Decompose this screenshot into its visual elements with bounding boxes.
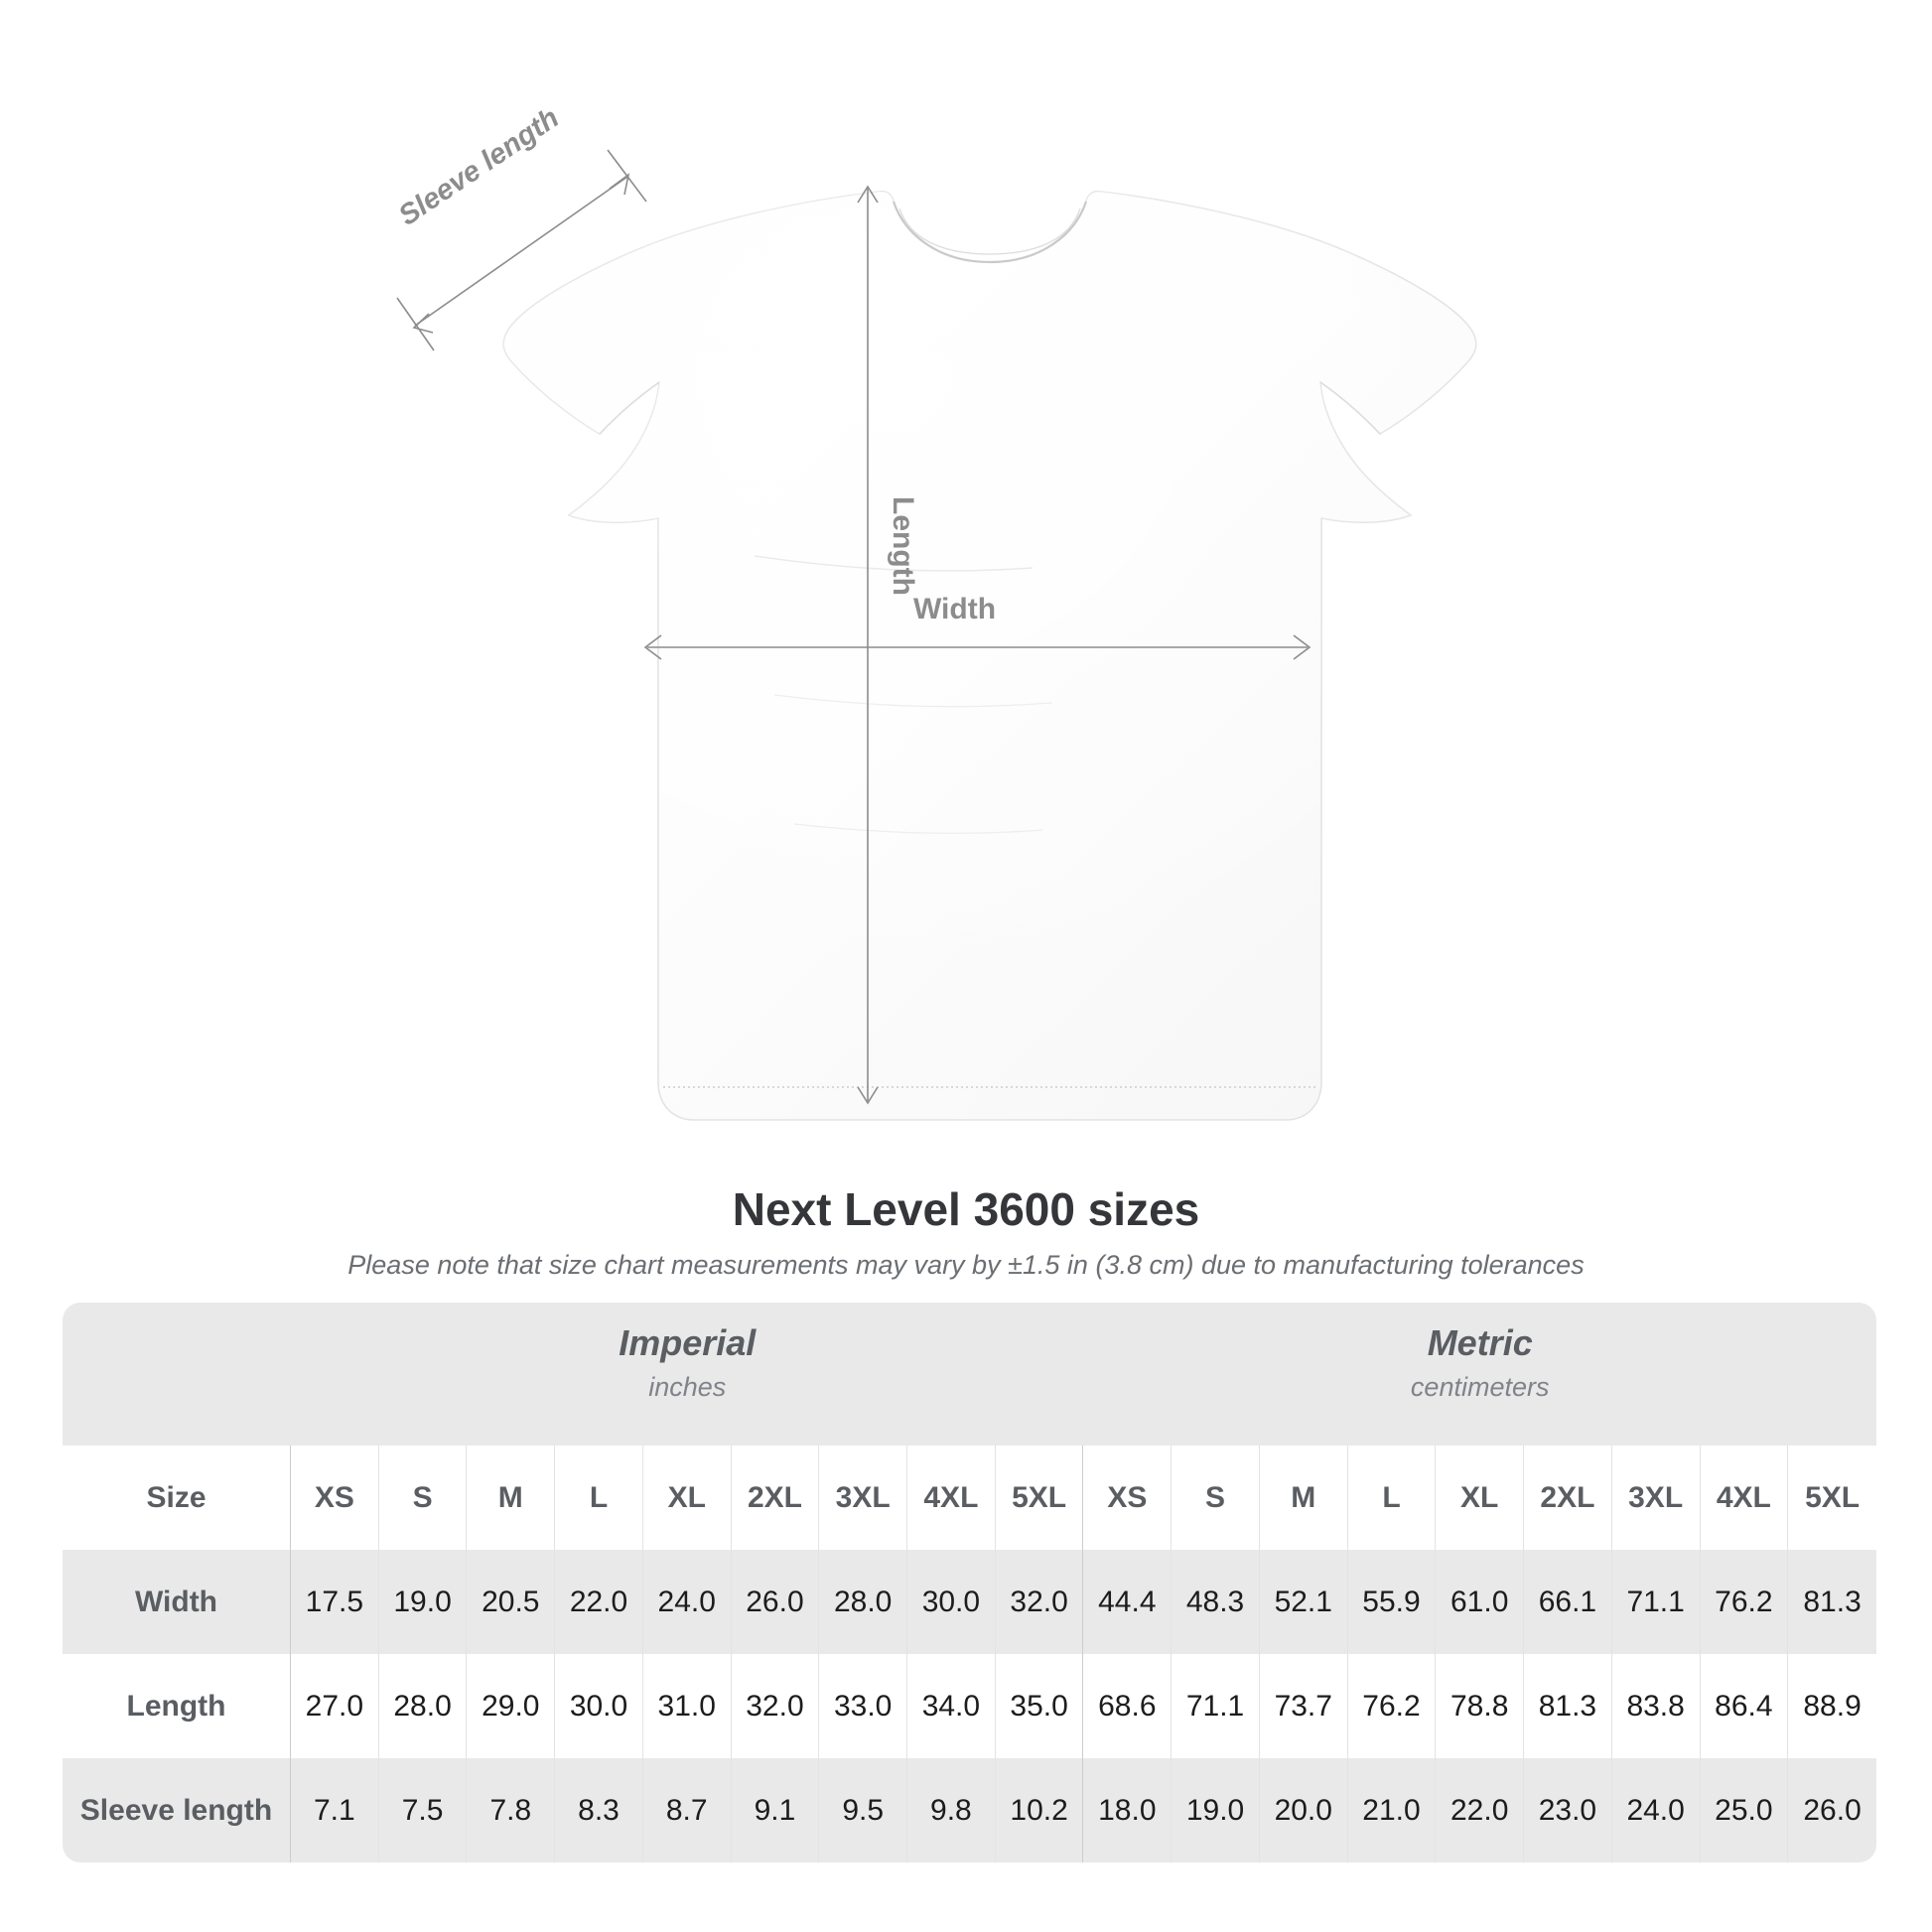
svg-text:Width: Width <box>913 593 996 625</box>
svg-text:Length: Length <box>887 496 919 596</box>
svg-text:Sleeve length: Sleeve length <box>393 102 565 232</box>
